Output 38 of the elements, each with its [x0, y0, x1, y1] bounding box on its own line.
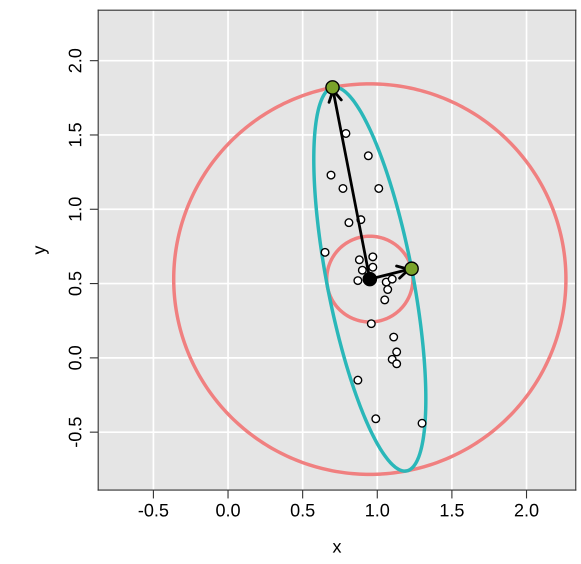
- y-tick-label: 0.0: [68, 346, 82, 370]
- point: [338, 184, 348, 193]
- x-tick-label: 1.0: [366, 504, 390, 517]
- point: [354, 255, 364, 264]
- y-tick-label: 1.5: [68, 123, 82, 146]
- point: [389, 332, 398, 342]
- point: [380, 295, 390, 304]
- y-tick-label: 2.0: [68, 48, 82, 72]
- point: [388, 274, 397, 284]
- x-tick-label: 1.5: [440, 504, 464, 517]
- point: [364, 151, 373, 160]
- y-tick-label: 0.5: [68, 272, 82, 296]
- y-tick-label: -0.5: [68, 417, 82, 447]
- point: [320, 248, 330, 257]
- point: [358, 266, 367, 275]
- point: [374, 184, 384, 193]
- point: [341, 128, 350, 138]
- point: [353, 376, 362, 385]
- point: [368, 252, 378, 262]
- point: [353, 276, 362, 286]
- point: [371, 414, 380, 424]
- x-axis-title: x: [332, 543, 342, 553]
- point: [392, 347, 402, 356]
- y-tick-label: 1.0: [68, 197, 82, 220]
- point: [366, 319, 376, 328]
- point: [326, 170, 336, 180]
- point: [404, 261, 419, 276]
- point: [344, 218, 354, 228]
- point: [368, 262, 378, 272]
- point: [325, 80, 340, 95]
- point: [392, 359, 402, 368]
- x-tick-label: 2.0: [514, 504, 538, 517]
- x-tick-label: -0.5: [138, 504, 168, 517]
- x-tick-label: 0.5: [290, 504, 314, 517]
- point: [383, 285, 392, 294]
- x-tick-label: 0.0: [216, 504, 240, 517]
- point: [418, 418, 427, 428]
- y-axis-title: y: [35, 246, 49, 255]
